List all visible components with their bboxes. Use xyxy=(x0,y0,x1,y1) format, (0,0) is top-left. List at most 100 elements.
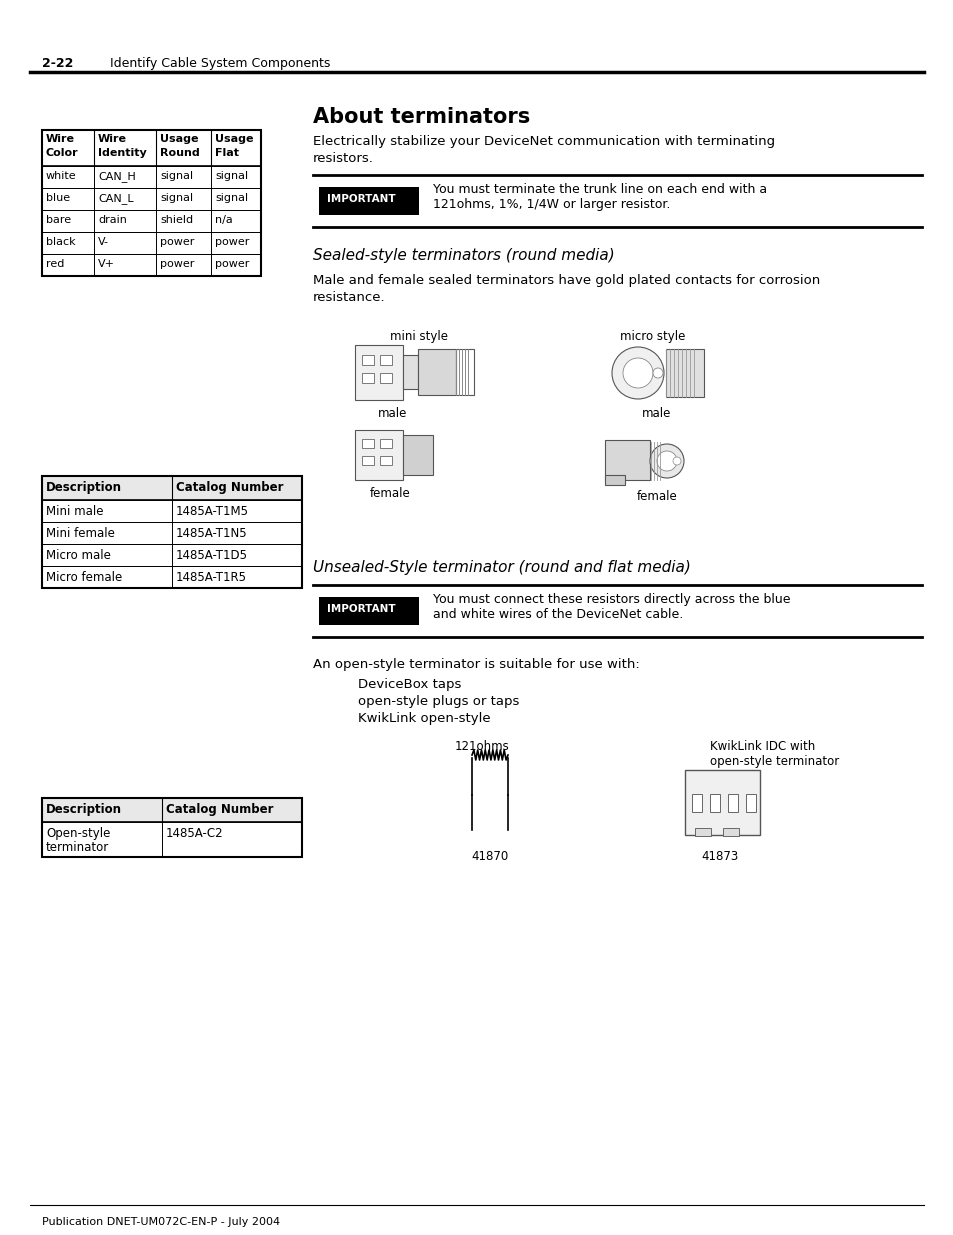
Text: An open-style terminator is suitable for use with:: An open-style terminator is suitable for… xyxy=(313,658,639,671)
Ellipse shape xyxy=(657,451,677,471)
Text: Identity: Identity xyxy=(98,148,147,158)
Ellipse shape xyxy=(622,358,652,388)
Text: 2-22: 2-22 xyxy=(42,57,73,70)
Text: KwikLink IDC with
open-style terminator: KwikLink IDC with open-style terminator xyxy=(709,740,839,768)
Text: power: power xyxy=(214,237,249,247)
Bar xyxy=(355,430,402,480)
Bar xyxy=(722,827,739,836)
Text: Male and female sealed terminators have gold plated contacts for corrosion: Male and female sealed terminators have … xyxy=(313,274,820,287)
Text: power: power xyxy=(160,259,194,269)
Text: DeviceBox taps: DeviceBox taps xyxy=(357,678,461,692)
Text: bare: bare xyxy=(46,215,71,225)
Text: Round: Round xyxy=(160,148,199,158)
Text: black: black xyxy=(46,237,75,247)
Bar xyxy=(42,475,302,500)
Bar xyxy=(42,130,261,165)
Text: Catalog Number: Catalog Number xyxy=(166,803,274,816)
Text: micro style: micro style xyxy=(619,330,684,343)
Text: Open-style: Open-style xyxy=(46,827,111,840)
Bar xyxy=(379,354,392,366)
Bar xyxy=(355,345,402,400)
Text: Publication DNET-UM072C-EN-P - July 2004: Publication DNET-UM072C-EN-P - July 2004 xyxy=(42,1216,280,1228)
Text: and white wires of the DeviceNet cable.: and white wires of the DeviceNet cable. xyxy=(433,608,682,621)
Ellipse shape xyxy=(672,457,680,466)
Bar xyxy=(318,597,418,625)
Bar xyxy=(417,350,456,395)
Text: IMPORTANT: IMPORTANT xyxy=(327,194,395,204)
Bar xyxy=(379,373,392,383)
Text: signal: signal xyxy=(160,193,193,203)
Ellipse shape xyxy=(649,445,683,478)
Text: 121ohms: 121ohms xyxy=(455,740,509,753)
Text: resistors.: resistors. xyxy=(313,152,374,165)
Bar xyxy=(727,794,738,811)
Text: Usage: Usage xyxy=(160,135,198,144)
Bar xyxy=(745,794,755,811)
Text: About terminators: About terminators xyxy=(313,107,530,127)
Text: terminator: terminator xyxy=(46,841,110,853)
Bar xyxy=(42,130,261,275)
Text: 1485A-C2: 1485A-C2 xyxy=(166,827,223,840)
Bar xyxy=(361,354,374,366)
Text: red: red xyxy=(46,259,64,269)
Bar xyxy=(42,500,302,522)
Text: shield: shield xyxy=(160,215,193,225)
Text: Catalog Number: Catalog Number xyxy=(175,480,283,494)
Text: female: female xyxy=(636,490,677,503)
Bar xyxy=(42,475,302,588)
Ellipse shape xyxy=(652,368,662,378)
Bar xyxy=(42,165,261,188)
Bar xyxy=(709,794,720,811)
Text: V+: V+ xyxy=(98,259,115,269)
Text: CAN_L: CAN_L xyxy=(98,193,133,204)
Text: power: power xyxy=(160,237,194,247)
Bar xyxy=(42,210,261,232)
Text: Micro female: Micro female xyxy=(46,571,122,584)
Text: mini style: mini style xyxy=(390,330,448,343)
Bar xyxy=(691,794,701,811)
Text: female: female xyxy=(369,487,410,500)
Bar xyxy=(42,188,261,210)
Bar xyxy=(42,798,302,823)
Text: open-style plugs or taps: open-style plugs or taps xyxy=(357,695,518,708)
Bar xyxy=(456,350,474,395)
Bar xyxy=(42,798,302,857)
Bar xyxy=(379,456,392,466)
Text: male: male xyxy=(378,408,407,420)
Text: n/a: n/a xyxy=(214,215,233,225)
Text: V-: V- xyxy=(98,237,109,247)
Text: Wire: Wire xyxy=(98,135,127,144)
Text: 41873: 41873 xyxy=(700,850,738,863)
Text: Description: Description xyxy=(46,480,122,494)
Bar xyxy=(361,373,374,383)
Text: Micro male: Micro male xyxy=(46,550,111,562)
Text: 121ohms, 1%, 1/4W or larger resistor.: 121ohms, 1%, 1/4W or larger resistor. xyxy=(433,198,670,211)
Bar xyxy=(665,350,703,396)
Text: signal: signal xyxy=(214,193,248,203)
Bar xyxy=(42,566,302,588)
Bar xyxy=(604,475,624,485)
Bar xyxy=(402,354,417,389)
Bar xyxy=(42,232,261,254)
Text: Wire: Wire xyxy=(46,135,75,144)
Text: Mini female: Mini female xyxy=(46,527,114,540)
Text: IMPORTANT: IMPORTANT xyxy=(327,604,395,614)
Text: resistance.: resistance. xyxy=(313,291,385,304)
Text: Flat: Flat xyxy=(214,148,239,158)
Text: blue: blue xyxy=(46,193,71,203)
Text: Identify Cable System Components: Identify Cable System Components xyxy=(110,57,330,70)
Text: Color: Color xyxy=(46,148,78,158)
Text: signal: signal xyxy=(160,170,193,182)
Bar xyxy=(361,438,374,448)
Bar xyxy=(42,254,261,275)
Text: KwikLink open-style: KwikLink open-style xyxy=(357,713,490,725)
Bar xyxy=(318,186,418,215)
Text: CAN_H: CAN_H xyxy=(98,170,135,182)
Text: power: power xyxy=(214,259,249,269)
Text: 41870: 41870 xyxy=(471,850,508,863)
Text: You must connect these resistors directly across the blue: You must connect these resistors directl… xyxy=(433,593,790,606)
Text: Unsealed-Style terminator (round and flat media): Unsealed-Style terminator (round and fla… xyxy=(313,559,690,576)
Bar xyxy=(42,543,302,566)
Text: white: white xyxy=(46,170,76,182)
Text: 1485A-T1D5: 1485A-T1D5 xyxy=(175,550,248,562)
